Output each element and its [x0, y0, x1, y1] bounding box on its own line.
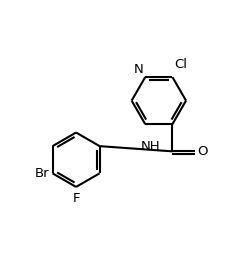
Text: Cl: Cl [174, 58, 187, 71]
Text: N: N [134, 63, 143, 76]
Text: NH: NH [141, 140, 160, 153]
Text: O: O [198, 145, 208, 158]
Text: F: F [72, 192, 80, 205]
Text: Br: Br [35, 167, 50, 180]
